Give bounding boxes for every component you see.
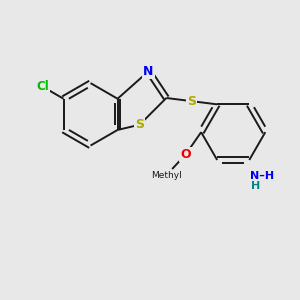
Text: S: S bbox=[135, 118, 144, 131]
Text: N: N bbox=[143, 65, 154, 78]
Text: H: H bbox=[251, 181, 261, 191]
Text: Methyl: Methyl bbox=[151, 171, 182, 180]
Text: Cl: Cl bbox=[37, 80, 49, 93]
Text: S: S bbox=[187, 95, 196, 108]
Text: N–H: N–H bbox=[250, 171, 274, 181]
Text: O: O bbox=[180, 148, 191, 161]
